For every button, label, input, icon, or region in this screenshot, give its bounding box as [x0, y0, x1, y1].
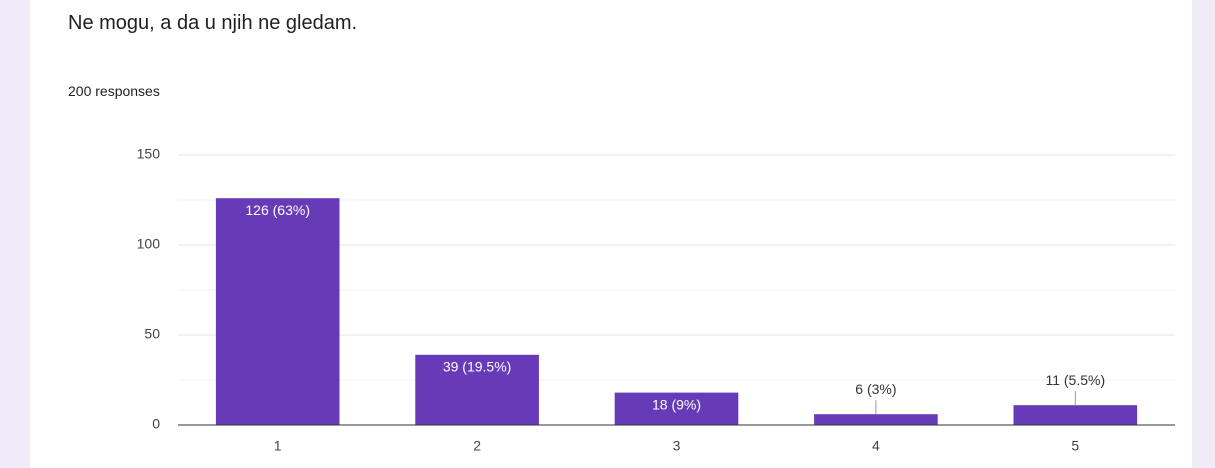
x-tick-label: 5	[1071, 438, 1079, 454]
question-title: Ne mogu, a da u njih ne gledam.	[68, 12, 358, 34]
y-tick-label: 0	[152, 416, 160, 432]
y-tick-label: 100	[137, 236, 161, 252]
data-label: 39 (19.5%)	[443, 359, 511, 375]
data-label: 126 (63%)	[245, 202, 310, 218]
x-tick-label: 1	[274, 438, 282, 454]
data-label: 18 (9%)	[652, 396, 701, 412]
data-label: 11 (5.5%)	[1045, 372, 1105, 388]
y-tick-label: 50	[144, 326, 160, 342]
bar	[215, 198, 340, 425]
bar	[1013, 405, 1138, 425]
y-tick-label: 150	[137, 146, 161, 162]
response-count: 200 responses	[68, 83, 160, 99]
data-label: 6 (3%)	[855, 381, 896, 397]
x-tick-label: 2	[473, 438, 481, 454]
bar	[614, 392, 739, 425]
x-tick-label: 4	[872, 438, 880, 454]
x-tick-label: 3	[673, 438, 681, 454]
bar	[814, 414, 938, 425]
bar	[415, 354, 539, 425]
